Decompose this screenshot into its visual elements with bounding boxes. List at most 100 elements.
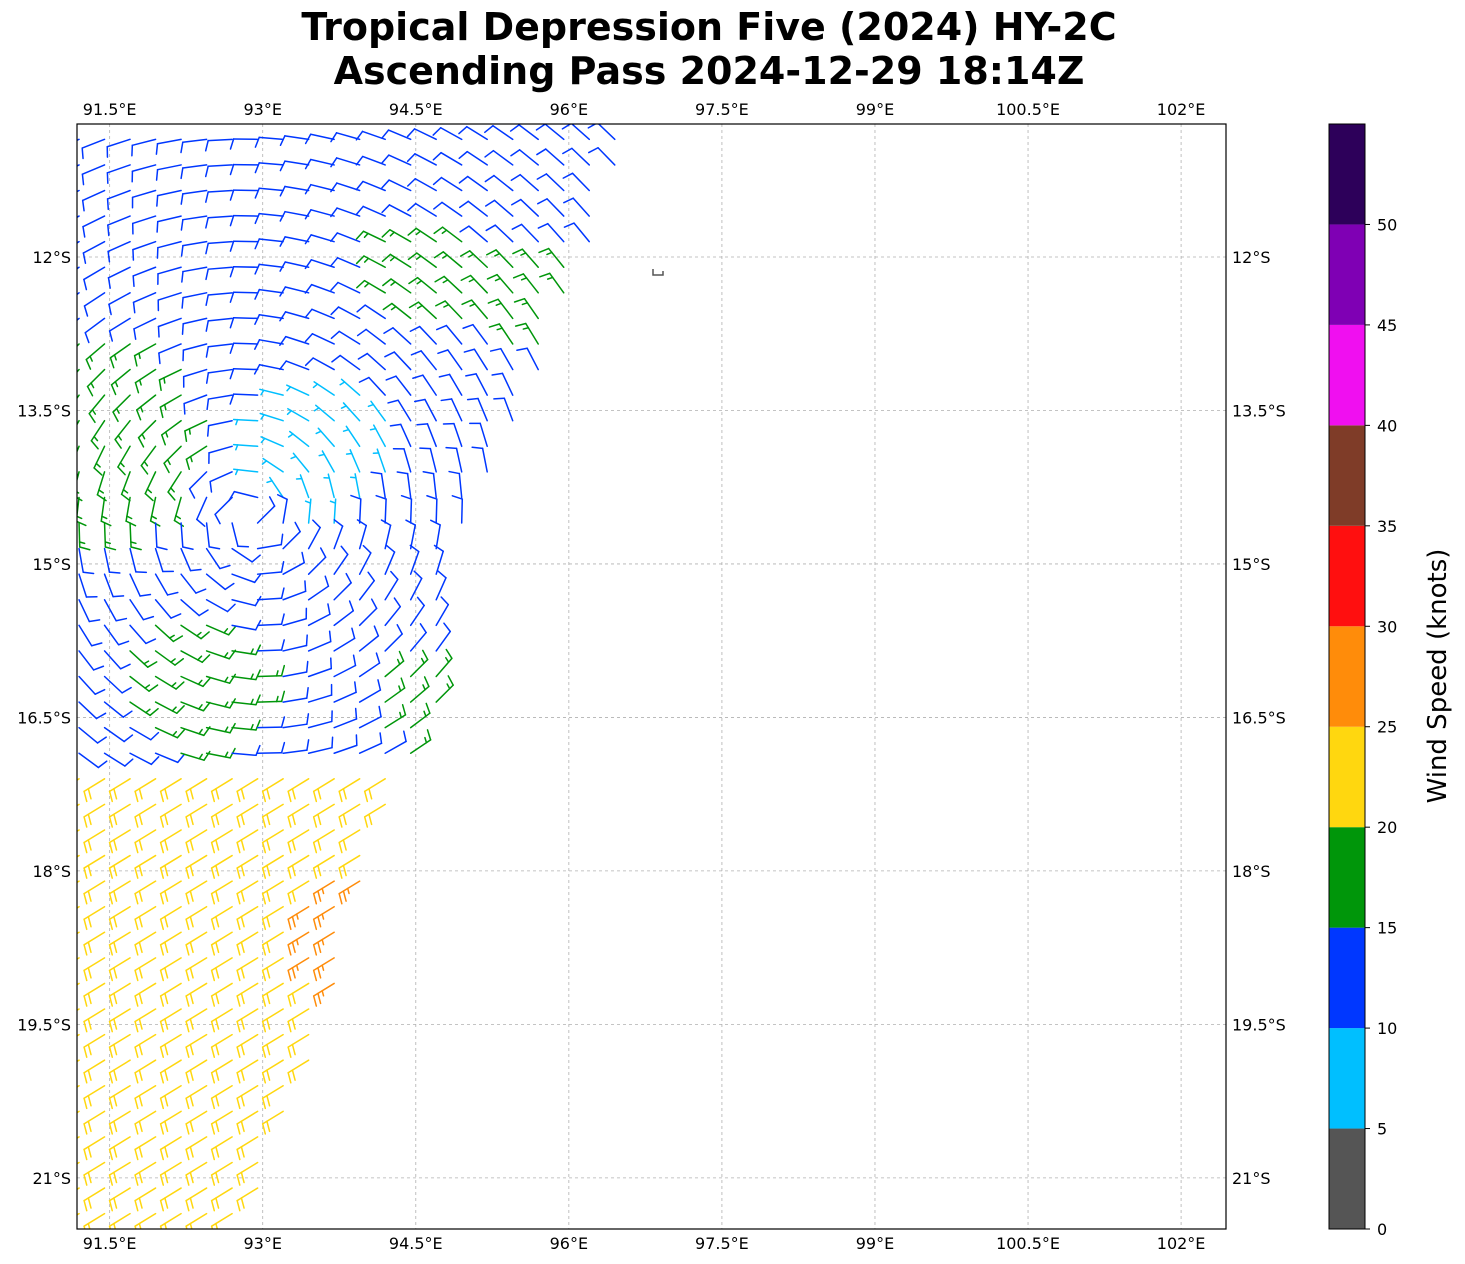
wind-barb (210, 880, 233, 905)
wind-barb (432, 176, 463, 192)
wind-barb (471, 446, 488, 473)
wind-barb (83, 1212, 106, 1229)
colorbar-segment (1329, 927, 1365, 1029)
wind-barb (108, 854, 131, 879)
wind-barb (206, 394, 233, 411)
wind-barb (261, 905, 284, 931)
wind-barb (287, 803, 310, 828)
wind-barb (83, 1187, 106, 1212)
wind-barb (159, 1008, 182, 1033)
y-tick-label-left: 12°S (32, 248, 71, 267)
x-tick-label-bottom: 102°E (1157, 1234, 1206, 1253)
wind-barb (231, 573, 262, 584)
wind-barb (132, 266, 157, 288)
wind-barb (103, 547, 121, 574)
wind-barb (83, 1059, 106, 1084)
wind-barb (231, 644, 262, 656)
wind-barb (109, 343, 131, 369)
y-tick-label-right: 21°S (1232, 1169, 1271, 1188)
wind-barb (356, 279, 386, 294)
wind-barb (287, 829, 310, 854)
wind-barb (384, 650, 405, 678)
wind-barb (82, 240, 106, 264)
wind-barb (180, 189, 208, 205)
wind-barb (83, 1161, 106, 1186)
wind-barb (77, 931, 80, 935)
wind-barb (307, 575, 330, 601)
wind-barb (462, 323, 488, 345)
wind-barb (205, 240, 233, 255)
wind-barb (210, 854, 233, 879)
wind-barb (381, 179, 412, 192)
wind-barb (229, 393, 259, 405)
wind-barb (384, 677, 406, 703)
wind-barb (205, 673, 237, 684)
wind-barb (77, 189, 80, 193)
wind-barb (180, 573, 207, 594)
wind-barb (154, 522, 168, 551)
wind-barb (286, 384, 310, 396)
wind-barb (154, 726, 186, 739)
wind-barb (437, 349, 463, 371)
wind-barb (510, 173, 539, 192)
wind-barb (205, 189, 233, 203)
wind-barb (338, 803, 361, 828)
x-tick-label-top: 102°E (1157, 100, 1206, 119)
wind-barb (77, 266, 80, 270)
wind-barb (433, 544, 444, 575)
wind-barb (287, 854, 310, 879)
wind-barb (489, 347, 514, 371)
wind-barb (236, 854, 259, 879)
wind-barb (181, 292, 208, 309)
wind-barb (261, 829, 284, 854)
wind-barb (356, 519, 368, 550)
wind-barb (287, 1033, 310, 1058)
wind-barb (279, 135, 310, 147)
wind-barb (384, 351, 412, 371)
wind-barb (83, 905, 106, 931)
wind-barb (180, 624, 210, 640)
wind-barb (333, 707, 358, 729)
wind-barb (375, 494, 387, 524)
wind-barb (539, 272, 565, 294)
wind-barb (261, 1110, 284, 1135)
wind-barb (256, 496, 276, 524)
wind-barb (134, 1161, 157, 1186)
wind-barb (77, 778, 80, 781)
wind-barb (108, 880, 131, 905)
wind-barb (205, 547, 231, 570)
wind-barb (410, 350, 437, 371)
wind-barb (159, 1136, 182, 1161)
wind-barb (159, 1085, 182, 1110)
wind-barb (261, 880, 284, 905)
y-tick-label-left: 13.5°S (17, 401, 71, 420)
wind-barb (81, 138, 106, 160)
wind-barb (180, 750, 211, 761)
y-tick-label-left: 15°S (32, 555, 71, 574)
wind-barb (254, 263, 284, 275)
wind-barb (229, 266, 259, 278)
wind-barb (256, 533, 284, 550)
wind-barb (210, 905, 233, 931)
wind-barb (261, 1085, 284, 1110)
wind-barb (282, 551, 305, 575)
wind-barb (287, 931, 310, 956)
wind-barb (340, 402, 361, 422)
wind-barb (392, 447, 412, 473)
wind-barb (83, 1033, 106, 1058)
wind-barb (315, 427, 335, 448)
wind-barb (562, 172, 591, 192)
wind-barb (307, 710, 333, 729)
wind-barb (358, 376, 386, 396)
wind-barb (236, 1085, 259, 1110)
wind-barb (338, 829, 361, 854)
wind-barb (129, 522, 142, 551)
wind-barb (279, 335, 310, 346)
wind-barb (180, 138, 208, 154)
wind-barb (208, 445, 233, 465)
wind-barb (83, 1136, 106, 1161)
wind-barb (103, 752, 134, 767)
colorbar-tick-label: 50 (1377, 215, 1397, 234)
wind-barb (133, 317, 157, 340)
wind-barb (434, 275, 463, 294)
